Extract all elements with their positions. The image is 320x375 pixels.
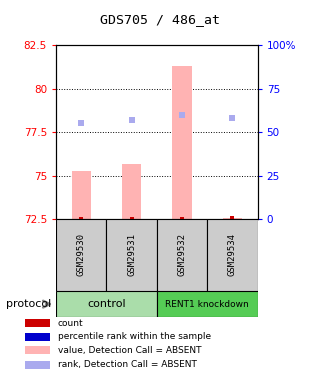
Text: GSM29534: GSM29534: [228, 234, 237, 276]
Text: GDS705 / 486_at: GDS705 / 486_at: [100, 13, 220, 26]
Bar: [25, 333, 50, 340]
Bar: [25, 319, 50, 327]
Text: value, Detection Call = ABSENT: value, Detection Call = ABSENT: [58, 346, 201, 355]
Text: control: control: [87, 299, 126, 309]
Bar: [25, 361, 50, 369]
Bar: [223, 217, 242, 219]
Text: GSM29532: GSM29532: [178, 234, 187, 276]
Text: RENT1 knockdown: RENT1 knockdown: [165, 300, 249, 309]
Bar: [25, 346, 50, 354]
Bar: [157, 291, 258, 317]
Bar: [56, 291, 157, 317]
Bar: [207, 219, 258, 291]
Bar: [157, 219, 207, 291]
Text: count: count: [58, 319, 83, 328]
Text: rank, Detection Call = ABSENT: rank, Detection Call = ABSENT: [58, 360, 196, 369]
Bar: [72, 171, 91, 219]
Text: percentile rank within the sample: percentile rank within the sample: [58, 332, 211, 341]
Bar: [106, 219, 157, 291]
Bar: [122, 164, 141, 219]
Text: GSM29531: GSM29531: [127, 234, 136, 276]
Text: protocol: protocol: [6, 299, 52, 309]
Bar: [172, 66, 192, 219]
Text: GSM29530: GSM29530: [77, 234, 86, 276]
Bar: [56, 219, 106, 291]
